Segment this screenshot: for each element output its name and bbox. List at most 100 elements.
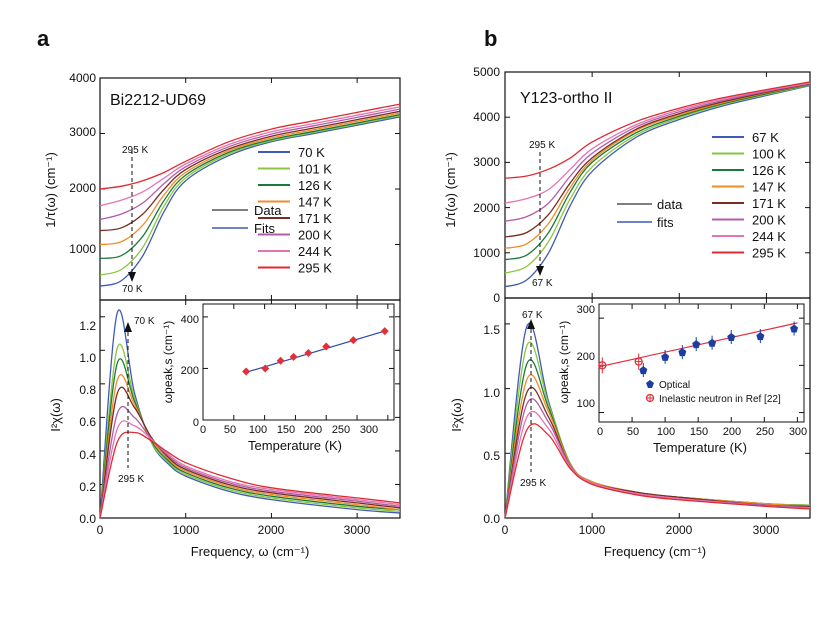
panel-b-bottom-plot: 0.0 0.5 1.0 1.5 0 1000 2000 3000 Frequen… bbox=[449, 297, 811, 559]
panel-b-inset-ytick-100: 100 bbox=[577, 398, 595, 410]
panel-a-inset-frame bbox=[202, 303, 395, 421]
panel-a-top-ytick-3000: 3000 bbox=[69, 125, 96, 139]
panel-a-top-arrowhead bbox=[128, 272, 136, 282]
panel-a-legend-label-4: 171 K bbox=[298, 211, 332, 226]
panel-a-inset-ylabel: ωpeak,s (cm⁻¹) bbox=[161, 321, 175, 403]
panel-b-legend-label-2: 126 K bbox=[752, 163, 786, 178]
panel-b-bottom-arrowhead bbox=[527, 319, 535, 329]
panel-b-inset-xlabel: Temperature (K) bbox=[653, 440, 747, 455]
panel-b-bottom-frame bbox=[504, 297, 811, 519]
panel-b-xtick-1000: 1000 bbox=[579, 523, 606, 537]
panel-b-bottom-arrow-bottom-label: 295 K bbox=[520, 478, 546, 489]
panel-b: b 0 1000 2000 3000 4000 5000 1/τ(ω) (cm⁻… bbox=[443, 26, 811, 559]
panel-a-top-series-244K bbox=[99, 106, 401, 207]
panel-b-bottom-ytick-05: 0.5 bbox=[483, 449, 500, 463]
inset-legend-optical-label: Optical bbox=[659, 380, 690, 391]
panel-a-top-plot: 1000 2000 3000 4000 1/τ(ω) (cm⁻¹) Bi2212… bbox=[43, 71, 401, 301]
panel-a-top-ytick-2000: 2000 bbox=[69, 181, 96, 195]
panel-b-top-arrow-top-label: 295 K bbox=[529, 140, 555, 151]
panel-a-bottom-ytick-3: 0.6 bbox=[79, 415, 96, 429]
panel-a-bottom-ytick-4: 0.8 bbox=[79, 383, 96, 397]
legend-data-label-a: Data bbox=[254, 203, 282, 218]
panel-a-bottom-ytick-6: 1.2 bbox=[79, 319, 96, 333]
panel-b-bottom-ylabel: I²χ(ω) bbox=[449, 398, 464, 432]
panel-b-top-series-200K bbox=[504, 82, 811, 222]
panel-a-top-ytick-1000: 1000 bbox=[69, 242, 96, 256]
panel-a-inset-xtick-50: 50 bbox=[224, 424, 236, 436]
panel-a-inset-xtick-250: 250 bbox=[332, 424, 350, 436]
panel-b-inset-optical-point-4 bbox=[708, 338, 717, 347]
panel-b-top-ytick-2000: 2000 bbox=[473, 201, 500, 215]
panel-b-inset-ylabel: ωpeak,s (cm⁻¹) bbox=[557, 321, 571, 403]
panel-a-top-frame bbox=[99, 77, 401, 301]
panel-a-xtick-0: 0 bbox=[97, 523, 104, 537]
panel-b-top-plot: 0 1000 2000 3000 4000 5000 1/τ(ω) (cm⁻¹)… bbox=[443, 65, 811, 305]
panel-a-top-series-295K bbox=[99, 103, 401, 190]
panel-a-xlabel: Frequency, ω (cm⁻¹) bbox=[191, 544, 310, 559]
panel-b-top-arrowhead bbox=[536, 266, 544, 276]
panel-b-inset-ytick-200: 200 bbox=[577, 351, 595, 363]
panel-a-xtick-1000: 1000 bbox=[173, 523, 200, 537]
legend-fits-label-a: Fits bbox=[254, 221, 275, 236]
panel-a-bottom-ytick-2: 0.4 bbox=[79, 448, 96, 462]
inset-legend-optical-marker bbox=[646, 380, 654, 388]
panel-b-top-series-100K bbox=[504, 84, 811, 274]
panel-a-top-series-147K bbox=[99, 112, 401, 246]
panel-b-top-ytick-0: 0 bbox=[493, 291, 500, 305]
panel-a-bottom-series-101K bbox=[99, 343, 401, 519]
legend-data-label-b: data bbox=[657, 197, 683, 212]
panel-a-inset-ytick-0: 0 bbox=[193, 417, 199, 429]
panel-a-legend-label-7: 295 K bbox=[298, 261, 332, 276]
panel-b-inset-optical-point-6 bbox=[756, 332, 765, 341]
panel-a-legend-label-2: 126 K bbox=[298, 178, 332, 193]
panel-b-xlabel: Frequency (cm⁻¹) bbox=[604, 544, 706, 559]
panel-b-inset-frame bbox=[598, 303, 805, 423]
panel-a-inset-xlabel: Temperature (K) bbox=[248, 438, 342, 453]
panel-b-bottom-ytick-15: 1.5 bbox=[483, 323, 500, 337]
panel-b-letter: b bbox=[484, 26, 497, 51]
panel-a-letter: a bbox=[37, 26, 50, 51]
panel-b-top-series-244K bbox=[504, 82, 811, 204]
panel-b-inset-optical-point-3 bbox=[692, 340, 701, 349]
panel-a-inset: 0 200 400 0 50 100 150 200 250 300 Tempe… bbox=[161, 303, 395, 453]
panel-b-inset-optical-point-0 bbox=[639, 366, 648, 375]
panel-a-bottom-series-70K bbox=[99, 309, 401, 519]
panel-a-top-arrow-top-label: 295 K bbox=[122, 145, 148, 156]
panel-a-inset-point-3 bbox=[289, 352, 298, 361]
panel-a-bottom-series-171K bbox=[99, 386, 401, 519]
panel-a-top-series-126K bbox=[99, 113, 401, 260]
panel-a-bottom-series-126K bbox=[99, 358, 401, 519]
panel-a-sample-label: Bi2212-UD69 bbox=[110, 92, 206, 109]
panel-b-inset-optical-point-7 bbox=[790, 324, 799, 333]
panel-a-bottom-ytick-1: 0.2 bbox=[79, 480, 96, 494]
panel-a-inset-xtick-100: 100 bbox=[249, 424, 267, 436]
panel-b-legend-label-7: 295 K bbox=[752, 246, 786, 261]
panel-b-inset-xtick-200: 200 bbox=[723, 426, 741, 438]
panel-a-legend-label-1: 101 K bbox=[298, 162, 332, 177]
panel-b-inset-xtick-250: 250 bbox=[756, 426, 774, 438]
panel-a-bottom-arrow-top-label: 70 K bbox=[134, 316, 155, 327]
panel-b-top-series-126K bbox=[504, 84, 811, 261]
panel-b-top-ytick-5000: 5000 bbox=[473, 65, 500, 79]
panel-a-inset-point-0 bbox=[242, 367, 251, 376]
panel-b-inset-xtick-0: 0 bbox=[597, 426, 603, 438]
panel-b-sample-label: Y123-ortho II bbox=[520, 90, 613, 107]
panel-a-bottom-ylabel: I²χ(ω) bbox=[48, 398, 63, 432]
panel-a-bottom-ytick-0: 0.0 bbox=[79, 512, 96, 526]
panel-b-legend-label-5: 200 K bbox=[752, 213, 786, 228]
panel-a-inset-xtick-150: 150 bbox=[277, 424, 295, 436]
panel-a-inset-point-4 bbox=[304, 348, 313, 357]
panel-a-xtick-2000: 2000 bbox=[258, 523, 285, 537]
panel-a-legend-label-5: 200 K bbox=[298, 228, 332, 243]
panel-b-inset-xtick-150: 150 bbox=[690, 426, 708, 438]
panel-b-xtick-3000: 3000 bbox=[753, 523, 780, 537]
panel-a-legend-label-6: 244 K bbox=[298, 244, 332, 259]
panel-a-bottom-series-244K bbox=[99, 420, 401, 519]
panel-b-top-series-171K bbox=[504, 83, 811, 238]
panel-b-inset: 100 200 300 0 50 100 150 200 250 300 Tem… bbox=[557, 303, 807, 455]
panel-a-top-series-171K bbox=[99, 110, 401, 232]
panel-b-bottom-arrow-top-label: 67 K bbox=[522, 310, 543, 321]
panel-a-top-series-101K bbox=[99, 115, 401, 276]
panel-a-bottom-series-147K bbox=[99, 374, 401, 519]
